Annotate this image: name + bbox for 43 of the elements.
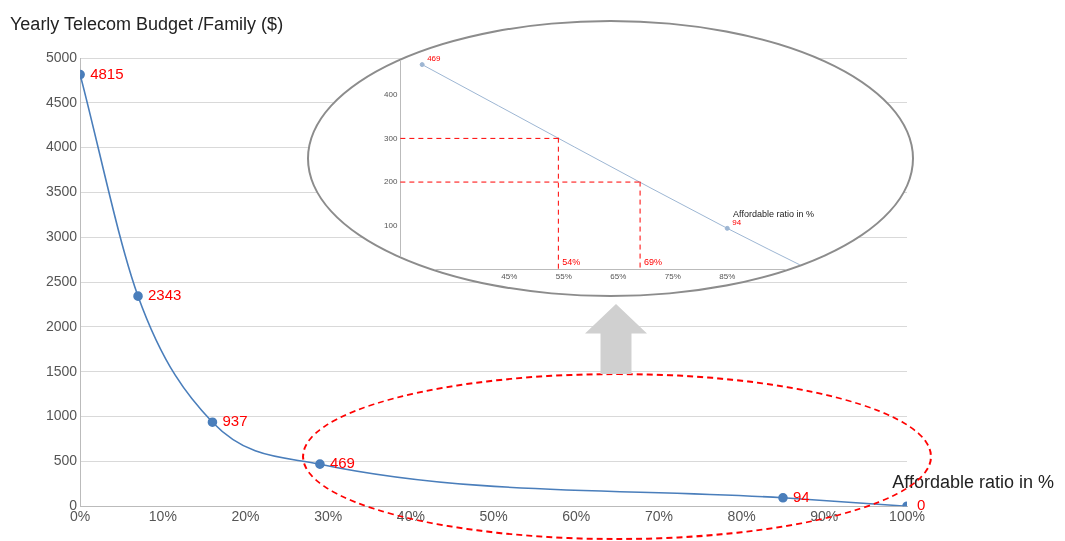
x-tick-label: 55%	[555, 272, 572, 282]
y-tick-label: 3000	[45, 228, 78, 245]
data-label: 94	[732, 217, 742, 227]
x-tick-label: 80%	[727, 508, 756, 525]
y-tick-label: 2500	[45, 272, 78, 289]
x-tick-label: 20%	[231, 508, 260, 525]
y-tick-label: 500	[53, 452, 78, 469]
point	[207, 417, 218, 428]
x-tick-label: 10%	[148, 508, 177, 525]
magnifier-outline: 45% 55% 65% 75% 85% 100 200 300 400 54% 69% 469 94 Affordable ratio in %	[307, 20, 914, 297]
y-tick-label: 300	[383, 133, 398, 143]
y-tick-label: 200	[383, 177, 398, 187]
x-tick-label: 60%	[562, 508, 591, 525]
y-tick-label: 1500	[45, 362, 78, 379]
data-label: 4815	[90, 64, 124, 82]
y-tick-label: 2000	[45, 317, 78, 334]
x-axis-title: Affordable ratio in %	[733, 209, 814, 220]
y-tick-label: 4000	[45, 138, 78, 155]
x-tick-label: 85%	[719, 272, 736, 282]
ref-line-label: 69%	[644, 257, 663, 268]
x-tick-label: 90%	[810, 508, 839, 525]
data-label: 469	[329, 454, 355, 472]
y-tick-label: 5000	[45, 48, 78, 65]
y-tick-label: 100	[383, 220, 398, 230]
y-tick-label: 400	[383, 89, 398, 99]
point	[315, 459, 325, 469]
x-tick-label: 70%	[644, 508, 673, 525]
x-tick-label: 75%	[664, 272, 681, 282]
y-tick-label: 1000	[45, 407, 78, 424]
y-tick-label: 4500	[45, 93, 78, 110]
ref-line-label: 54%	[562, 257, 581, 268]
y-axis-title: Yearly Telecom Budget /Family ($)	[10, 14, 284, 34]
x-tick-label: 50%	[479, 508, 508, 525]
y-tick-label: 3500	[45, 183, 78, 200]
x-axis-title: Affordable ratio in %	[892, 472, 1054, 493]
x-tick-label: 65%	[610, 272, 627, 282]
point	[778, 492, 788, 503]
x-tick-label: 30%	[314, 508, 343, 525]
data-label: 2343	[148, 286, 182, 304]
x-tick-label: 45%	[501, 272, 518, 282]
data-label: 469	[427, 53, 442, 63]
point	[133, 291, 143, 301]
data-label: 937	[222, 412, 248, 430]
